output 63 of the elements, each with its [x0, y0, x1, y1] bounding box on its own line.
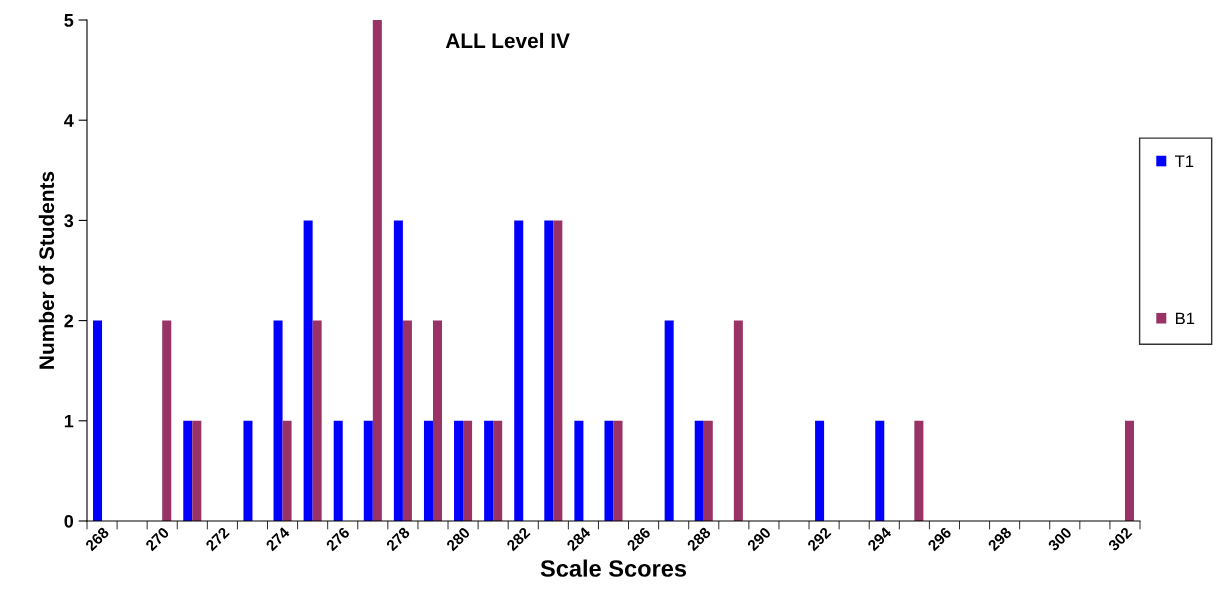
x-axis-title: Scale Scores [540, 559, 687, 577]
bar [363, 420, 373, 521]
y-tick-label: 4 [64, 114, 74, 127]
legend-label: T1 [1174, 155, 1194, 167]
y-tick-label: 1 [64, 414, 74, 428]
bar [183, 420, 193, 521]
y-tick-label: 2 [64, 314, 74, 328]
bar [162, 320, 172, 521]
chart-title: ALL Level IV [445, 32, 570, 49]
bar [574, 420, 584, 521]
y-tick-label: 5 [64, 14, 74, 27]
bar [815, 420, 825, 521]
bar [454, 420, 464, 521]
bar [914, 420, 924, 521]
bar [553, 220, 563, 521]
x-tick-label: 300 [1047, 526, 1073, 552]
bar [93, 320, 103, 521]
bar [694, 420, 704, 521]
bar [604, 420, 614, 521]
x-tick-label: 270 [144, 526, 170, 552]
legend-label: B1 [1175, 312, 1195, 325]
y-tick-label: 0 [64, 514, 74, 528]
x-tick-label: 278 [385, 526, 411, 552]
x-tick-label: 296 [927, 526, 952, 552]
bar [514, 220, 524, 521]
x-tick-label: 294 [866, 526, 893, 552]
bar [402, 320, 412, 521]
y-axis-title: Number of Students [38, 171, 55, 369]
x-tick-label: 284 [566, 526, 592, 552]
y-tick-label: 3 [64, 214, 74, 228]
x-tick-label: 286 [626, 526, 652, 552]
bar [372, 20, 382, 521]
bar [664, 320, 674, 521]
bar [613, 420, 623, 521]
bar [243, 420, 253, 521]
bar [463, 420, 473, 521]
x-tick-label: 282 [505, 526, 531, 552]
x-tick-label: 274 [265, 526, 291, 552]
bar [493, 420, 503, 521]
x-tick-label: 280 [445, 526, 471, 552]
bar [484, 420, 494, 521]
bar [333, 420, 343, 521]
x-tick-label: 292 [806, 526, 832, 552]
bar [544, 220, 554, 521]
bar [423, 420, 433, 521]
bar [733, 320, 743, 521]
x-tick-label: 272 [205, 526, 230, 552]
bar [312, 320, 322, 521]
bar [432, 320, 443, 521]
x-tick-label: 276 [325, 526, 351, 552]
x-tick-label: 288 [686, 526, 712, 552]
bar [875, 420, 885, 521]
x-tick-label: 290 [746, 526, 772, 552]
bar [703, 420, 713, 521]
x-tick-label: 268 [84, 526, 110, 552]
bar [192, 420, 202, 521]
bar [273, 320, 283, 521]
bar [282, 420, 292, 521]
x-tick-label: 302 [1107, 526, 1133, 552]
bar [1124, 420, 1134, 521]
bar [393, 220, 403, 521]
x-tick-label: 298 [987, 526, 1013, 552]
bar [303, 220, 313, 521]
